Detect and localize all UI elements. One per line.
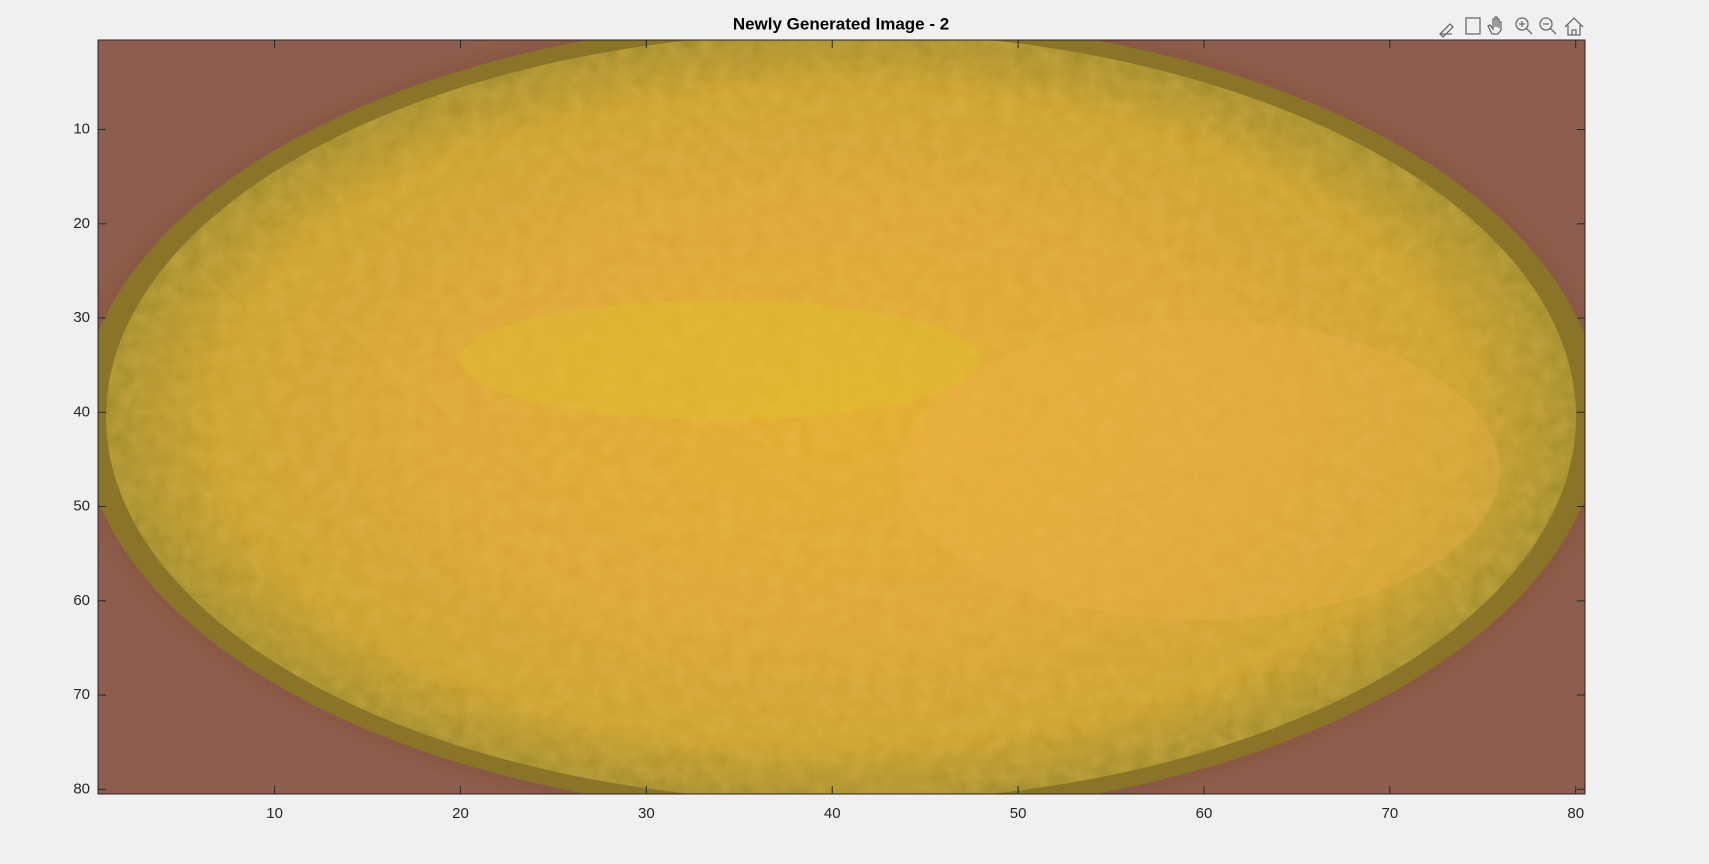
zoom-out-button[interactable] xyxy=(1539,17,1557,35)
y-tick-label: 30 xyxy=(73,309,90,326)
x-tick-label: 30 xyxy=(638,805,655,822)
x-tick-label: 80 xyxy=(1567,805,1584,822)
zoom-in-button[interactable] xyxy=(1515,17,1533,35)
y-tick-label: 80 xyxy=(73,780,90,797)
home-button[interactable] xyxy=(1564,17,1584,36)
datatip-button[interactable] xyxy=(1465,17,1481,35)
x-tick-label: 40 xyxy=(824,805,841,822)
brush-button[interactable] xyxy=(1439,23,1454,38)
image xyxy=(98,40,1585,794)
x-tick-label: 50 xyxy=(1010,805,1027,822)
x-tick-label: 20 xyxy=(452,805,469,822)
toolbar[interactable] xyxy=(1439,16,1584,38)
x-tick-label: 10 xyxy=(266,805,283,822)
y-tick-label: 50 xyxy=(73,498,90,515)
chart-title: Newly Generated Image - 2 xyxy=(733,14,949,33)
y-tick-label: 70 xyxy=(73,686,90,703)
y-tick-label: 40 xyxy=(73,403,90,420)
pan-button[interactable] xyxy=(1487,16,1502,35)
y-tick-label: 10 xyxy=(73,121,90,138)
x-tick-label: 70 xyxy=(1381,805,1398,822)
y-tick-label: 60 xyxy=(73,592,90,609)
y-tick-label: 20 xyxy=(73,215,90,232)
x-tick-label: 60 xyxy=(1196,805,1213,822)
axes-box xyxy=(97,39,1586,795)
